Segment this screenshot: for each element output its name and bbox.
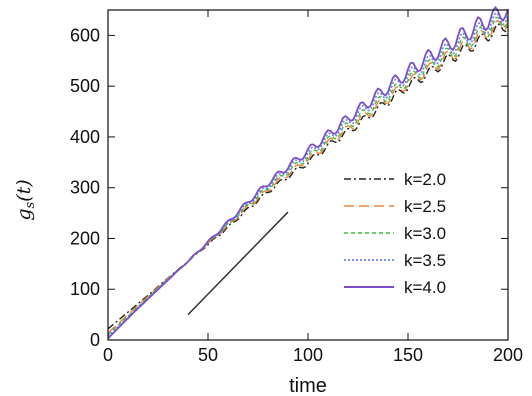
legend-label: k=3.0 <box>404 224 446 243</box>
y-tick-label: 300 <box>70 178 100 198</box>
y-tick-label: 600 <box>70 25 100 45</box>
legend-label: k=2.0 <box>404 170 446 189</box>
reference-line <box>187 211 289 316</box>
x-tick-label: 50 <box>198 345 218 365</box>
y-axis-label: gs(t) <box>13 179 38 220</box>
y-tick-label: 200 <box>70 228 100 248</box>
y-tick-label: 500 <box>70 76 100 96</box>
x-tick-label: 200 <box>493 345 523 365</box>
legend: k=2.0 k=2.5 k=3.0 k=3.5 k=4.0 <box>344 170 446 297</box>
y-tick-label: 400 <box>70 127 100 147</box>
y-tick-label: 100 <box>70 279 100 299</box>
series-line-k=3.5 <box>107 12 509 337</box>
legend-label: k=2.5 <box>404 197 446 216</box>
legend-label: k=4.0 <box>404 278 446 297</box>
x-axis-label: time <box>289 375 327 396</box>
series-line-k=2.0 <box>107 23 509 330</box>
axes-layer: 0 50 100 150 200 0 100 200 300 400 500 600 <box>70 9 523 365</box>
series-layer <box>107 6 509 340</box>
series-line-k=4.0 <box>107 6 509 340</box>
series-line-k=3.0 <box>107 16 509 336</box>
plot-frame <box>107 9 509 341</box>
x-tick-label: 100 <box>293 345 323 365</box>
legend-label: k=3.5 <box>404 251 446 270</box>
y-tick-label: 0 <box>90 330 100 350</box>
series-line-k=2.5 <box>107 19 509 334</box>
x-tick-label: 150 <box>393 345 423 365</box>
x-tick-label: 0 <box>103 345 113 365</box>
